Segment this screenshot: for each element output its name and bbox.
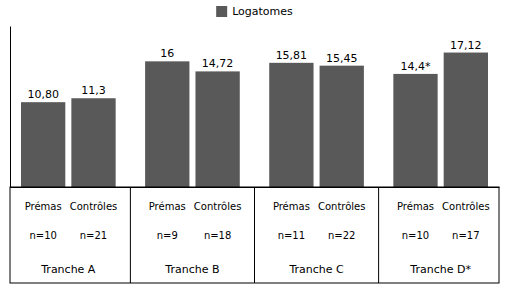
legend-swatch — [216, 6, 227, 17]
y-axis — [10, 27, 11, 188]
table-separator — [130, 187, 131, 283]
data-label: 15,81 — [276, 49, 308, 62]
y-axis-line — [10, 27, 11, 188]
group-label: Tranche A — [40, 263, 96, 276]
category-n-label: n=18 — [204, 230, 231, 241]
group-label: Tranche D* — [409, 263, 471, 276]
category-label: Prémas — [273, 201, 310, 212]
group-label: Tranche C — [288, 263, 344, 276]
bar — [21, 102, 65, 187]
category-n-label: n=11 — [278, 230, 305, 241]
data-label: 14,4* — [400, 60, 430, 73]
bar — [444, 53, 488, 187]
data-label: 15,45 — [326, 52, 358, 65]
data-labels: 10,80 11,3 16 14,72 15,81 15,45 14,4* 17,12 — [27, 39, 481, 102]
chart: 10,80 11,3 16 14,72 15,81 15,45 14,4* 17,12 Loga… — [0, 0, 509, 291]
category-label: Contrôles — [318, 201, 366, 212]
bar — [320, 66, 364, 187]
data-label: 16 — [160, 47, 174, 60]
legend-label: Logatomes — [232, 5, 293, 18]
category-n-label: n=22 — [328, 230, 355, 241]
category-n-label: n=10 — [29, 230, 56, 241]
category-label: Contrôles — [194, 201, 242, 212]
table-separator — [254, 187, 255, 283]
legend: Logatomes — [216, 5, 293, 18]
category-n-label: n=9 — [157, 230, 178, 241]
bars — [21, 53, 488, 187]
data-label: 17,12 — [450, 39, 482, 52]
bar — [145, 61, 189, 187]
data-label: 11,3 — [81, 84, 106, 97]
category-label: Prémas — [397, 201, 434, 212]
data-label: 10,80 — [27, 88, 59, 101]
category-label: Prémas — [149, 201, 186, 212]
bar — [71, 98, 115, 187]
category-label: Contrôles — [70, 201, 118, 212]
table-border — [10, 187, 499, 283]
bar — [269, 63, 313, 187]
category-n-label: n=10 — [402, 230, 429, 241]
bar — [195, 71, 239, 187]
group-label: Tranche B — [164, 263, 219, 276]
category-n-label: n=17 — [452, 230, 479, 241]
category-label: Contrôles — [442, 201, 490, 212]
category-n-label: n=21 — [80, 230, 107, 241]
label-table: Prémas Contrôles Prémas Contrôles Prémas Cont… — [10, 187, 499, 283]
category-label: Prémas — [25, 201, 62, 212]
data-label: 14,72 — [202, 57, 234, 70]
bar — [393, 74, 437, 187]
table-separator — [378, 187, 379, 283]
